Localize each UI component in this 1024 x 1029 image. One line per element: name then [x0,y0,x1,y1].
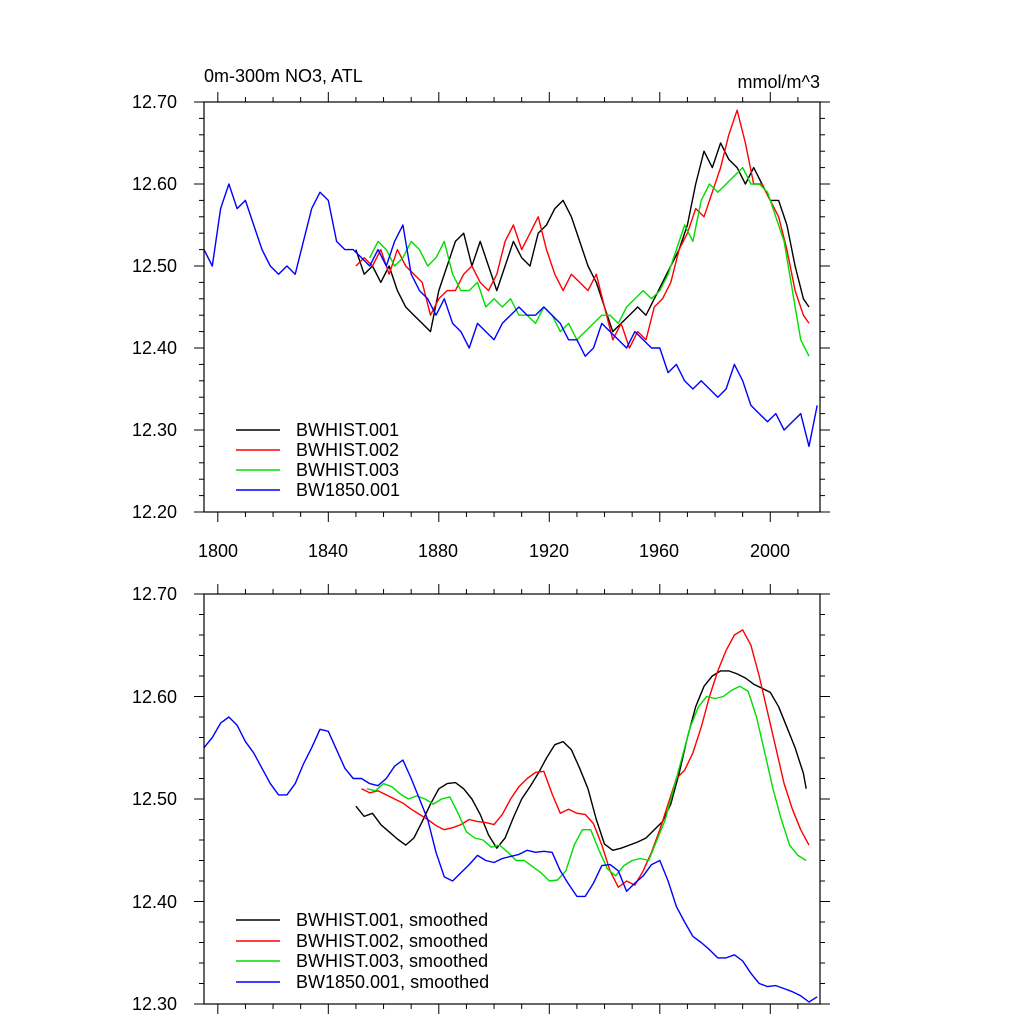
bottom-y-tick-label: 12.40 [132,892,177,912]
legend-label: BW1850.001, smoothed [296,972,489,992]
bottom-panel-series [203,629,818,1003]
top-x-tick-label: 1880 [418,541,458,561]
legend-label: BWHIST.001, smoothed [296,910,488,930]
top-legend: BWHIST.001 BWHIST.002 BWHIST.003 BW1850.… [236,420,400,500]
top-panel-units: mmol/m^3 [738,72,820,92]
top-x-tick-label: 1800 [198,541,238,561]
legend-label: BW1850.001 [296,480,400,500]
legend-label: BWHIST.002, smoothed [296,931,488,951]
top-series-line-bw1850-001 [203,183,818,448]
bottom-series-line-bwhist-003-smoothed [366,685,807,882]
top-series-line-bwhist-002 [355,109,810,349]
bottom-series-line-bw1850-001-smoothed [203,716,818,1003]
top-x-tick-label: 1960 [639,541,679,561]
legend-label: BWHIST.002 [296,440,399,460]
top-y-tick-label: 12.70 [132,92,177,112]
legend-label: BWHIST.003, smoothed [296,951,488,971]
top-y-tick-label: 12.30 [132,420,177,440]
top-panel-series [203,109,818,448]
top-panel-frame [203,101,821,513]
top-panel-ticks [194,92,830,522]
top-x-tick-label: 1920 [529,541,569,561]
top-x-tick-label: 2000 [750,541,790,561]
bottom-panel: 12.30 12.40 12.50 12.60 12.70 BWHIST.001… [132,584,830,1014]
bottom-legend: BWHIST.001, smoothed BWHIST.002, smoothe… [236,910,489,992]
bottom-y-tick-label: 12.70 [132,584,177,604]
bottom-series-line-bwhist-002-smoothed [361,629,810,888]
top-series-line-bwhist-003 [369,166,810,357]
bottom-panel-ticks [194,584,830,1014]
legend-label: BWHIST.003 [296,460,399,480]
top-y-tick-label: 12.40 [132,338,177,358]
legend-label: BWHIST.001 [296,420,399,440]
top-x-tick-label: 1840 [308,541,348,561]
top-y-tick-label: 12.50 [132,256,177,276]
top-series-line-bwhist-001 [355,142,810,333]
bottom-series-line-bwhist-001-smoothed [355,670,807,851]
top-y-tick-label: 12.20 [132,502,177,522]
bottom-y-tick-label: 12.60 [132,687,177,707]
top-panel: 0m-300m NO3, ATL mmol/m^3 12.20 12.30 12… [132,66,830,561]
top-panel-title: 0m-300m NO3, ATL [204,66,363,86]
top-y-tick-label: 12.60 [132,174,177,194]
bottom-panel-frame [203,593,821,1005]
bottom-y-tick-label: 12.50 [132,789,177,809]
bottom-y-tick-label: 12.30 [132,994,177,1014]
